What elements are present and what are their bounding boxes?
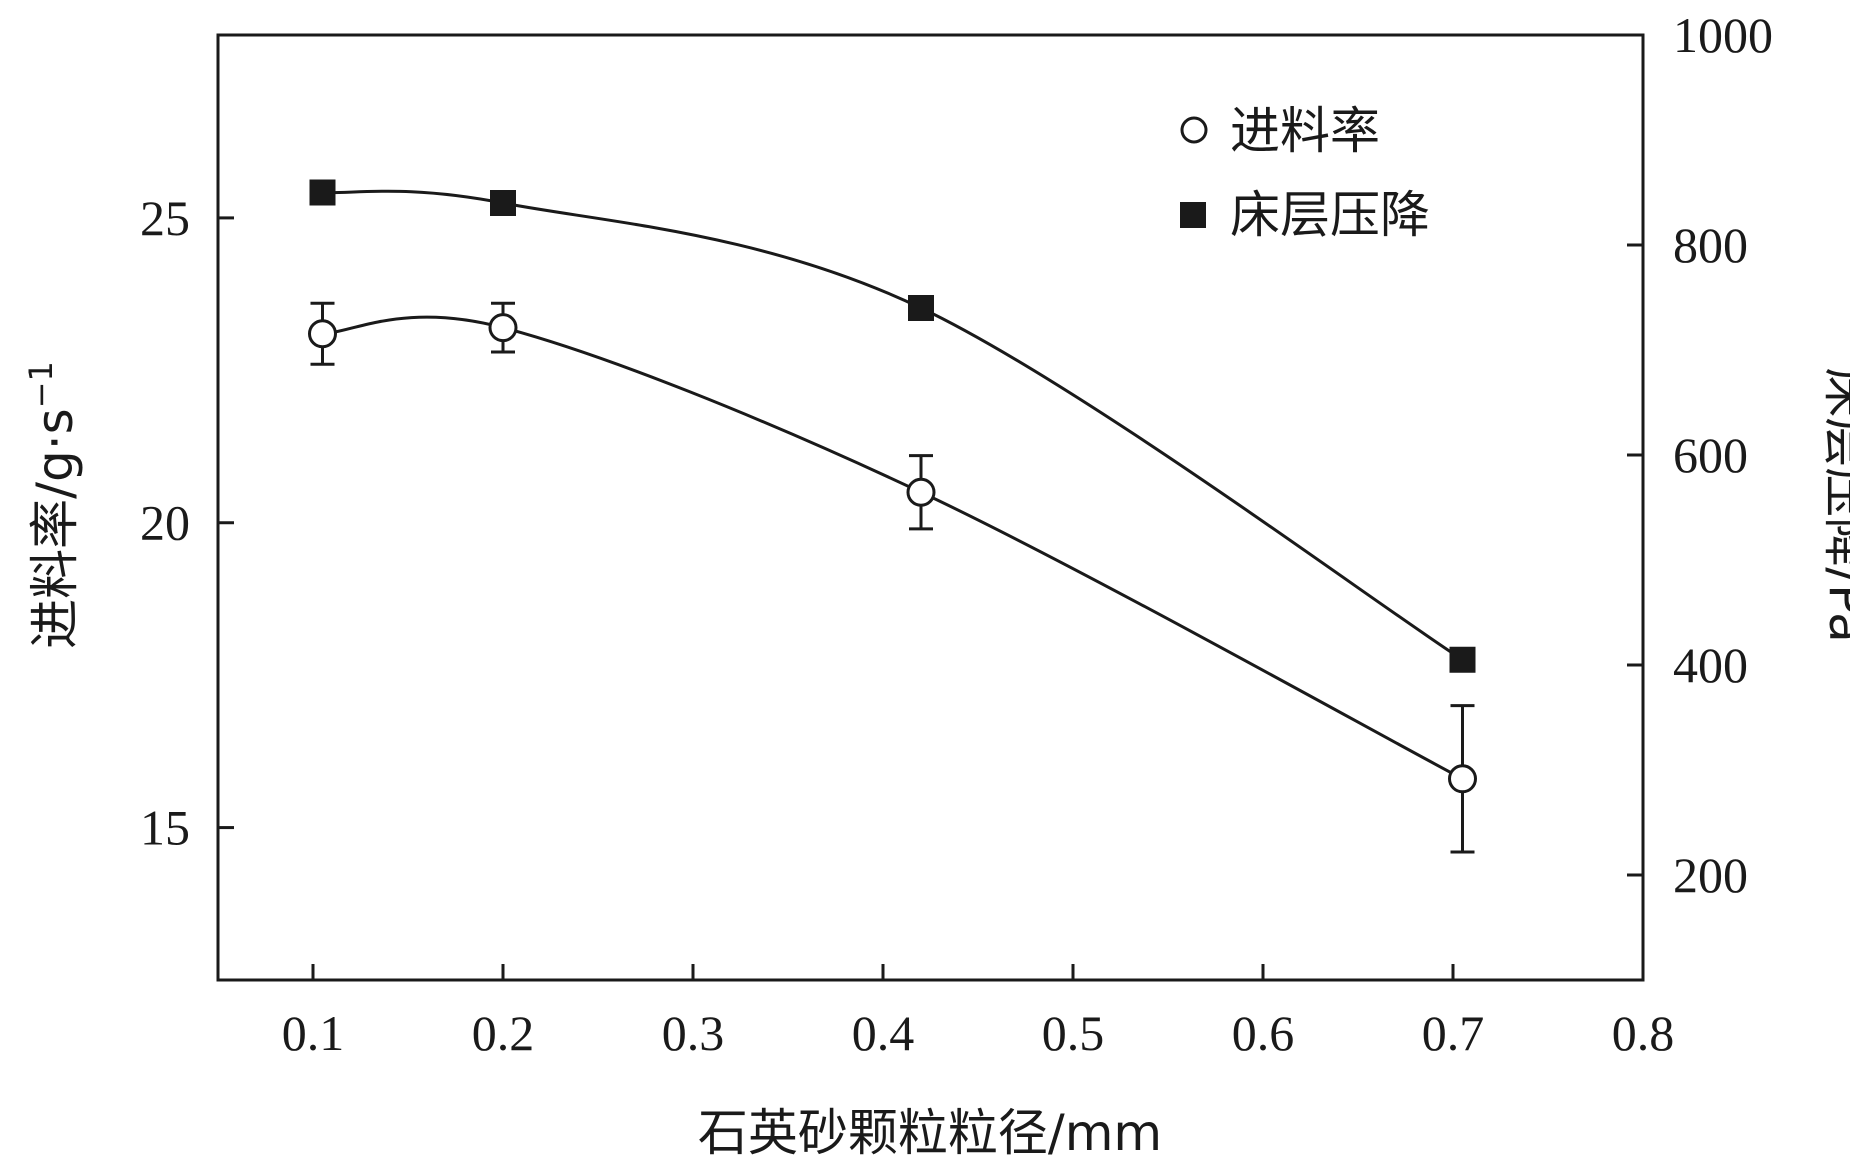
x-tick-label: 0.7 xyxy=(1422,1005,1485,1061)
left-y-axis-title-text: 进料率/g·s xyxy=(26,408,84,649)
legend-label-pressure-drop: 床层压降 xyxy=(1230,186,1430,244)
legend-label-feed-rate: 进料率 xyxy=(1230,102,1380,160)
right-y-tick-label: 800 xyxy=(1673,217,1748,273)
series-1-curve xyxy=(322,189,1464,662)
x-tick-label: 0.6 xyxy=(1232,1005,1295,1061)
data-point-pressure-drop xyxy=(908,295,934,321)
data-markers xyxy=(308,179,1477,794)
x-axis-ticks: 0.1 0.2 0.3 0.4 0.5 0.6 0.7 0.8 xyxy=(282,964,1675,1061)
series-0-curve xyxy=(322,315,1464,781)
legend-marker-pressure-drop xyxy=(1180,202,1206,228)
plot-frame xyxy=(216,33,1645,982)
legend: 进料率 床层压降 xyxy=(1180,102,1430,244)
x-tick-label: 0.3 xyxy=(662,1005,725,1061)
data-point-pressure-drop xyxy=(309,179,336,206)
left-y-tick-label: 15 xyxy=(140,800,190,856)
left-y-axis-title-exponent: −1 xyxy=(22,361,60,408)
data-point-feed-rate xyxy=(1448,764,1477,794)
x-tick-label: 0.1 xyxy=(282,1005,345,1061)
fit-curves xyxy=(322,189,1464,781)
x-tick-label: 0.8 xyxy=(1612,1005,1675,1061)
legend-marker-feed-rate xyxy=(1180,116,1208,144)
data-point-feed-rate xyxy=(906,477,936,507)
data-point-feed-rate xyxy=(308,319,337,349)
x-tick-label: 0.2 xyxy=(472,1005,535,1061)
x-axis-title: 石英砂颗粒粒径/mm xyxy=(698,1104,1162,1162)
left-y-axis-title: 进料率/g·s−1 xyxy=(22,361,84,649)
right-y-tick-label: 400 xyxy=(1673,637,1748,693)
right-y-axis-title: 床层压降/Pa xyxy=(1818,367,1850,642)
left-y-tick-label: 25 xyxy=(140,190,190,246)
right-y-tick-label: 600 xyxy=(1673,427,1748,483)
right-y-tick-label: 1000 xyxy=(1673,7,1773,63)
right-y-axis-ticks: 200 400 600 800 1000 xyxy=(1627,7,1773,903)
right-y-tick-label: 200 xyxy=(1673,847,1748,903)
data-point-pressure-drop xyxy=(1449,646,1476,673)
x-tick-label: 0.5 xyxy=(1042,1005,1105,1061)
left-y-tick-label: 20 xyxy=(140,495,190,551)
data-point-feed-rate xyxy=(488,313,518,343)
error-bars xyxy=(310,301,1475,854)
left-y-axis-ticks: 15 20 25 xyxy=(140,190,234,856)
x-tick-label: 0.4 xyxy=(852,1005,915,1061)
data-point-pressure-drop xyxy=(490,190,516,216)
